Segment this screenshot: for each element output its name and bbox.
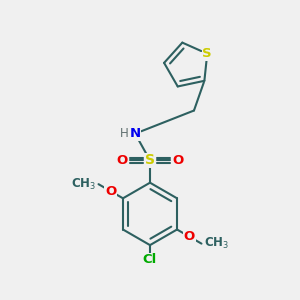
Text: CH$_3$: CH$_3$	[204, 236, 229, 251]
Text: CH$_3$: CH$_3$	[71, 177, 96, 192]
Text: S: S	[145, 153, 155, 167]
Text: O: O	[117, 154, 128, 167]
Text: H: H	[119, 127, 128, 140]
Text: N: N	[130, 127, 141, 140]
Text: S: S	[202, 47, 212, 60]
Text: O: O	[105, 185, 116, 198]
Text: Cl: Cl	[143, 254, 157, 266]
Text: O: O	[172, 154, 183, 167]
Text: O: O	[184, 230, 195, 243]
